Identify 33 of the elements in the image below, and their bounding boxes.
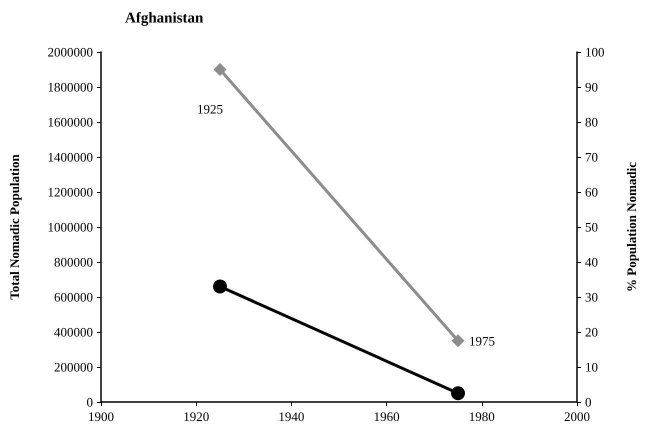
x-tick-label: 1900 [88,409,114,424]
y2-axis-title: % Population Nomadic [624,162,639,292]
annotation: 1975 [469,333,495,348]
y-tick-label: 1000000 [48,220,93,234]
x-tick-label: 1920 [183,409,210,424]
x-tick-label: 1940 [278,409,304,424]
x-tick-label: 1960 [374,409,400,424]
annotation: 1925 [197,102,223,116]
y2-tick-label: 10 [585,360,598,374]
y2-tick-label: 50 [585,220,598,234]
y-axis-title: Total Nomadic Population [7,154,22,300]
y2-tick-label: 0 [585,394,592,410]
y-tick-label: 400000 [54,324,93,340]
y-tick-label: 1800000 [48,80,93,94]
y-tick-label: 0 [86,394,93,410]
y2-tick-label: 70 [585,150,598,164]
x-tick-label: 2000 [564,409,590,424]
y-tick-label: 2000000 [48,44,93,60]
x-tick-label: 1980 [468,409,495,424]
y2-tick-label: 20 [585,324,598,340]
y2-tick-label: 100 [585,44,604,60]
y-tick-label: 1600000 [48,114,93,130]
y2-tick-label: 30 [585,290,598,304]
y-tick-label: 600000 [54,290,93,304]
y-tick-label: 1400000 [48,150,93,164]
y2-tick-label: 60 [585,184,598,200]
y2-tick-label: 40 [585,254,598,270]
chart-title: Afghanistan [125,10,204,26]
y2-tick-label: 80 [585,114,598,130]
y-tick-label: 800000 [54,254,93,270]
y-tick-label: 200000 [54,360,93,374]
y-tick-label: 1200000 [48,184,93,200]
y2-tick-label: 90 [585,80,598,94]
